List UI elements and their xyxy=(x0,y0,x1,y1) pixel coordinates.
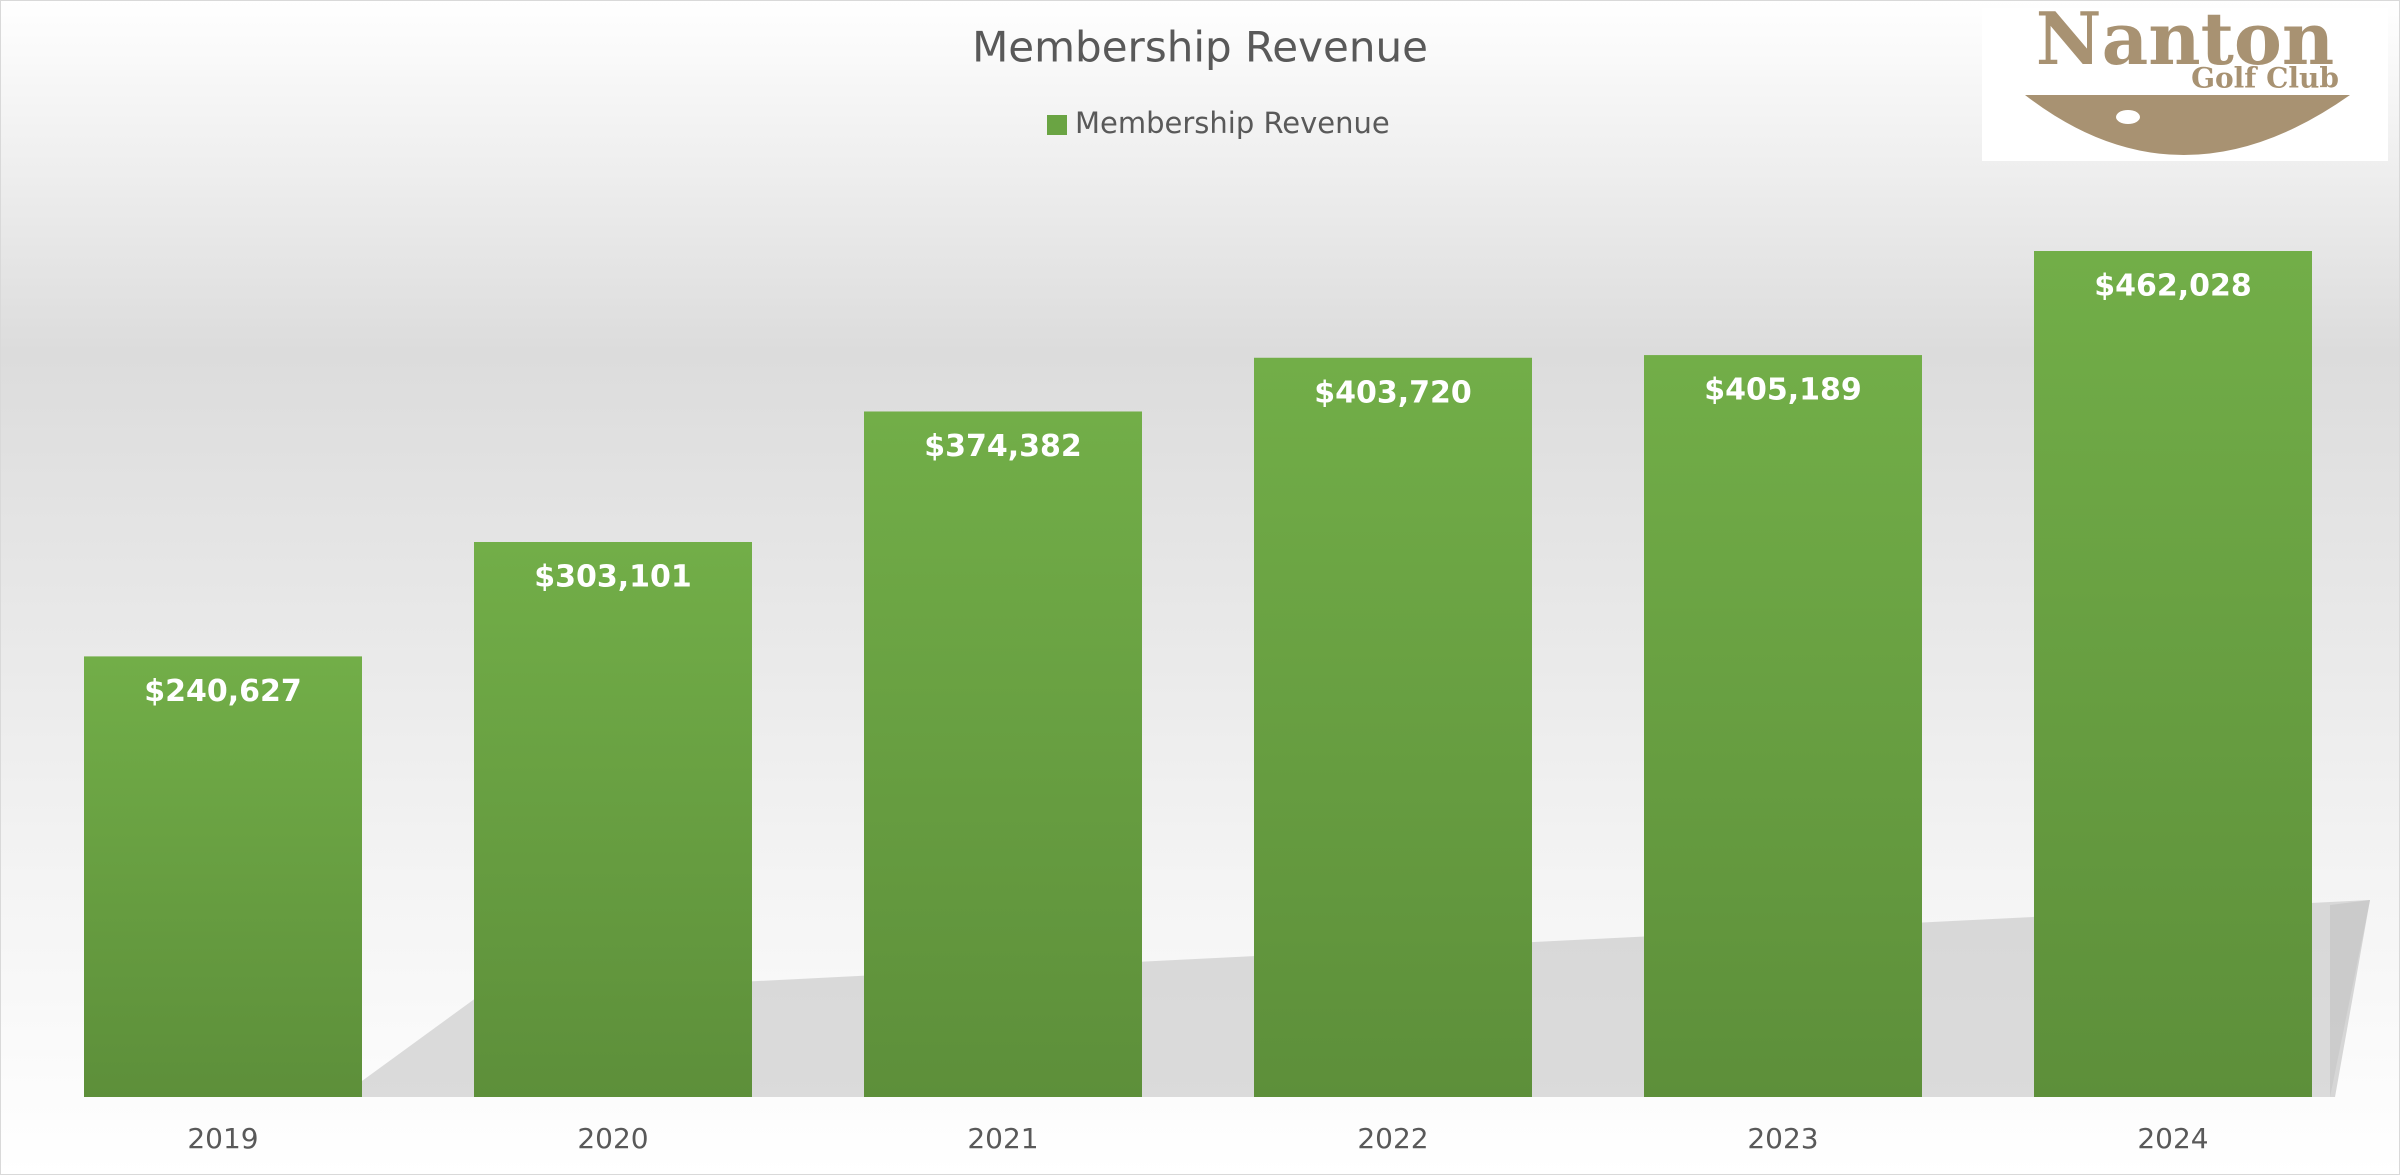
logo-subtitle: Golf Club xyxy=(2191,62,2339,95)
chart-title: Membership Revenue xyxy=(972,23,1428,72)
bar xyxy=(474,542,752,1097)
data-label: $462,028 xyxy=(2094,269,2252,304)
logo-ball xyxy=(2116,110,2140,124)
x-tick-label: 2024 xyxy=(2137,1122,2208,1155)
logo-bowl xyxy=(2025,95,2350,155)
bar xyxy=(84,656,362,1097)
legend-label: Membership Revenue xyxy=(1075,106,1390,140)
logo-name: Nanton xyxy=(2036,0,2334,81)
bar xyxy=(1254,357,1532,1097)
bar xyxy=(864,411,1142,1098)
bar xyxy=(2034,251,2312,1097)
data-label: $405,189 xyxy=(1704,373,1862,408)
bar xyxy=(1644,355,1922,1097)
x-tick-label: 2019 xyxy=(187,1122,258,1155)
x-tick-label: 2022 xyxy=(1357,1122,1428,1155)
x-tick-label: 2020 xyxy=(577,1122,648,1155)
x-tick-label: 2021 xyxy=(967,1122,1038,1155)
logo: Nanton Golf Club xyxy=(1982,0,2388,161)
x-tick-label: 2023 xyxy=(1747,1122,1818,1155)
data-label: $403,720 xyxy=(1314,375,1472,410)
data-label: $240,627 xyxy=(144,674,302,709)
data-label: $374,382 xyxy=(924,429,1082,464)
data-label: $303,101 xyxy=(534,560,692,595)
legend-swatch xyxy=(1047,115,1067,135)
